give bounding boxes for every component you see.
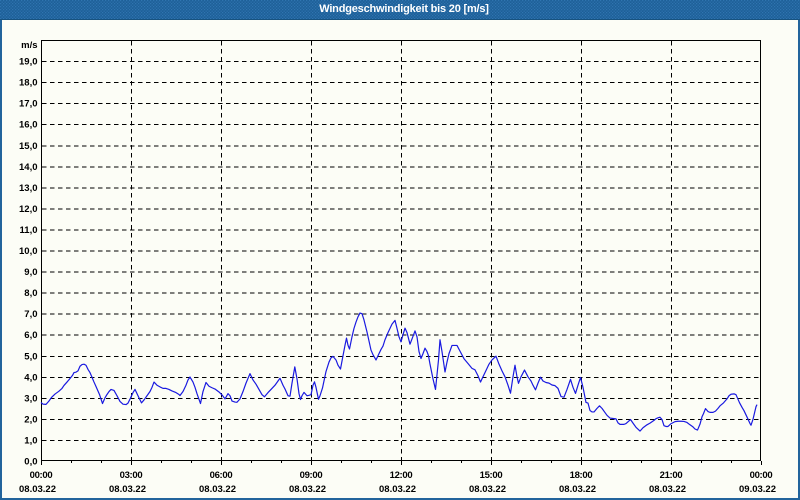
svg-text:08.03.22: 08.03.22 (289, 484, 326, 495)
svg-text:14,0: 14,0 (19, 162, 38, 173)
svg-text:00:00: 00:00 (750, 470, 773, 481)
svg-text:00:00: 00:00 (30, 470, 53, 481)
svg-text:06:00: 06:00 (210, 470, 233, 481)
svg-text:3,0: 3,0 (24, 393, 37, 404)
svg-text:08.03.22: 08.03.22 (199, 484, 236, 495)
svg-text:21:00: 21:00 (660, 470, 683, 481)
svg-text:2,0: 2,0 (24, 414, 37, 425)
svg-text:5,0: 5,0 (24, 351, 37, 362)
svg-text:18,0: 18,0 (19, 78, 38, 89)
svg-text:03:00: 03:00 (120, 470, 143, 481)
svg-text:m/s: m/s (21, 40, 37, 51)
svg-text:16,0: 16,0 (19, 120, 38, 131)
svg-text:08.03.22: 08.03.22 (109, 484, 146, 495)
svg-text:8,0: 8,0 (24, 288, 37, 299)
svg-text:09:00: 09:00 (300, 470, 323, 481)
svg-text:11,0: 11,0 (20, 225, 38, 236)
svg-text:08.03.22: 08.03.22 (379, 484, 416, 495)
svg-text:08.03.22: 08.03.22 (19, 484, 56, 495)
svg-text:18:00: 18:00 (570, 470, 593, 481)
svg-text:08.03.22: 08.03.22 (559, 484, 596, 495)
svg-text:15:00: 15:00 (480, 470, 503, 481)
svg-text:12:00: 12:00 (390, 470, 413, 481)
svg-text:17,0: 17,0 (19, 99, 38, 110)
svg-text:1,0: 1,0 (24, 435, 37, 446)
svg-text:08.03.22: 08.03.22 (649, 484, 686, 495)
svg-text:7,0: 7,0 (24, 309, 37, 320)
svg-text:0,0: 0,0 (24, 457, 37, 468)
svg-text:19,0: 19,0 (19, 57, 38, 68)
svg-text:15,0: 15,0 (19, 141, 38, 152)
svg-text:4,0: 4,0 (24, 372, 37, 383)
svg-text:13,0: 13,0 (19, 183, 38, 194)
svg-text:6,0: 6,0 (24, 330, 37, 341)
svg-text:09.03.22: 09.03.22 (739, 484, 776, 495)
svg-text:10,0: 10,0 (19, 246, 38, 257)
svg-text:08.03.22: 08.03.22 (469, 484, 506, 495)
svg-text:12,0: 12,0 (19, 204, 38, 215)
svg-text:9,0: 9,0 (24, 267, 37, 278)
